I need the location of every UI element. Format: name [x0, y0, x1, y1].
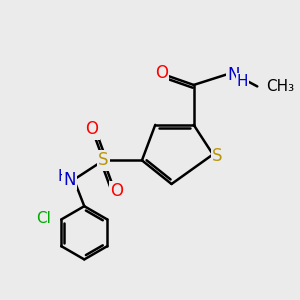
Text: O: O	[85, 120, 98, 138]
Text: S: S	[212, 147, 223, 165]
Text: O: O	[155, 64, 168, 82]
Text: H: H	[58, 169, 70, 184]
Text: H: H	[237, 74, 248, 89]
Text: S: S	[98, 152, 109, 169]
Text: CH₃: CH₃	[266, 79, 294, 94]
Text: O: O	[110, 182, 123, 200]
Text: N: N	[63, 171, 75, 189]
Text: Cl: Cl	[36, 211, 51, 226]
Text: N: N	[228, 66, 240, 84]
